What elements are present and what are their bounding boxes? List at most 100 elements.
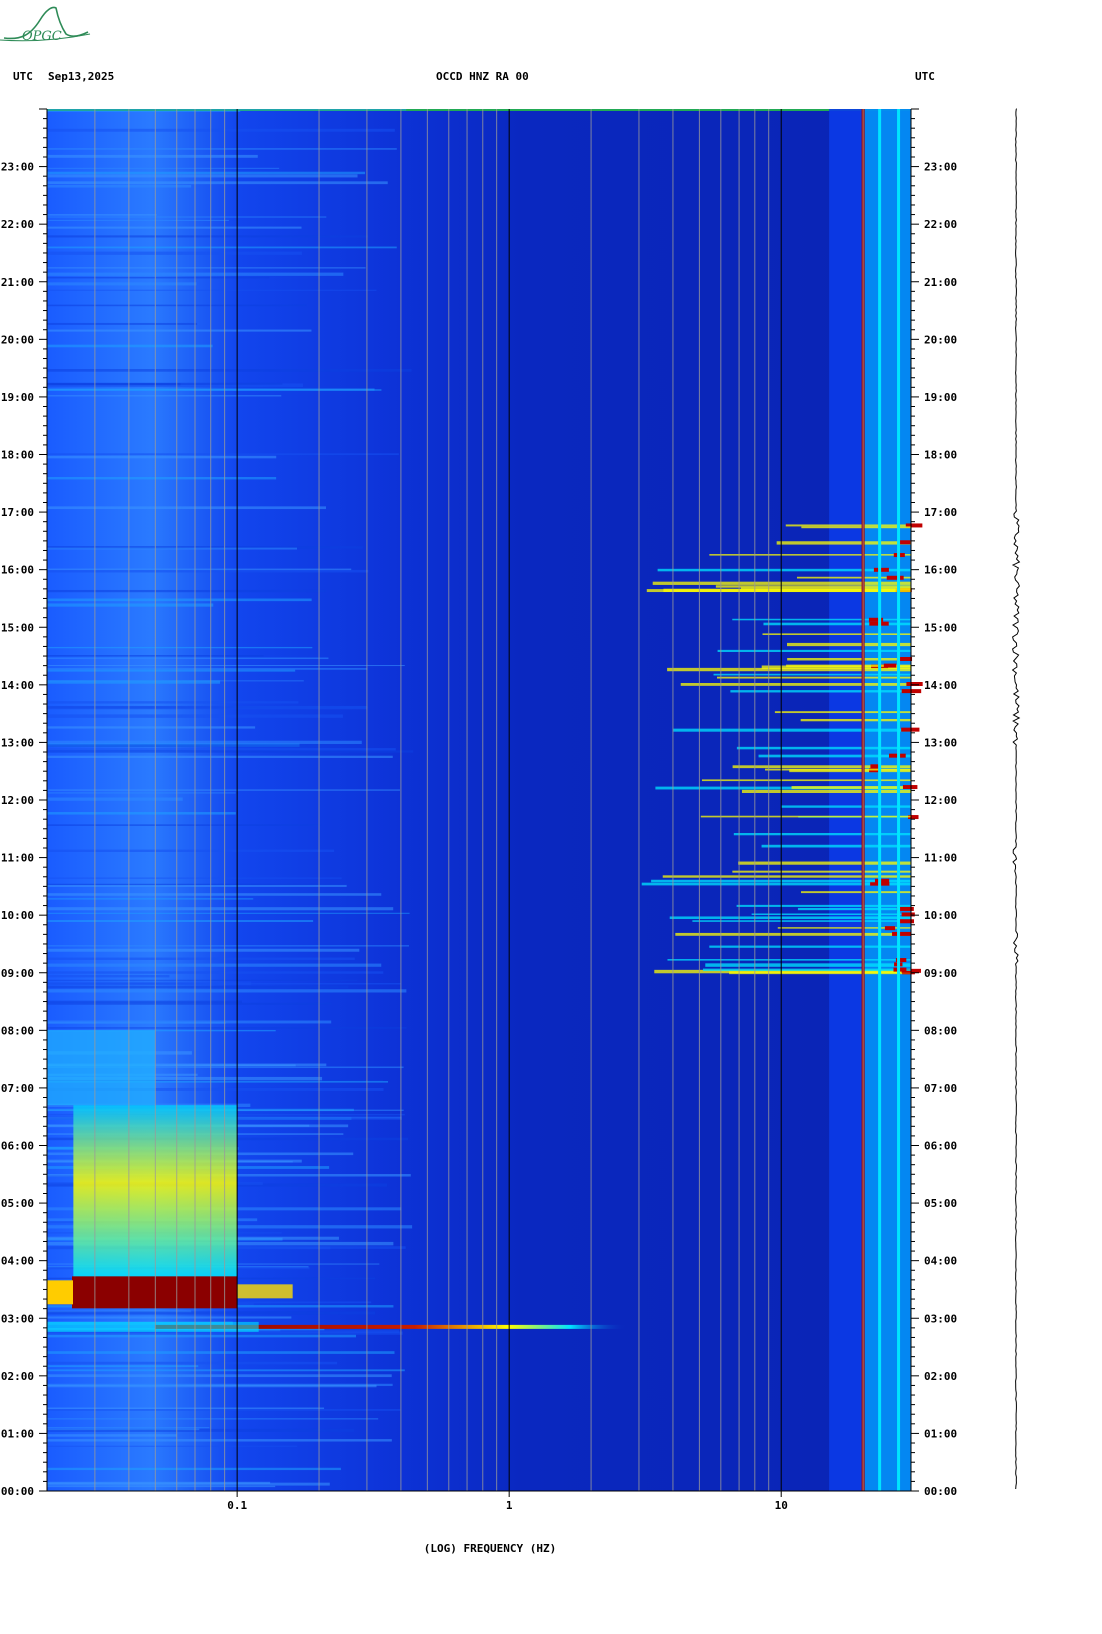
activity-streak [662, 875, 911, 878]
activity-streak [669, 916, 911, 919]
y-tick-label-left: 08:00 [1, 1024, 34, 1037]
event-peak-1 [72, 1276, 238, 1309]
texture-stripe [47, 267, 366, 269]
texture-stripe [47, 110, 241, 112]
texture-stripe [47, 1428, 355, 1432]
activity-streak [700, 815, 911, 818]
activity-streak [717, 649, 911, 652]
texture-stripe [47, 382, 283, 385]
texture-stripe [47, 329, 312, 332]
y-tick-label-left: 06:00 [1, 1140, 34, 1153]
activity-streak [675, 932, 911, 936]
persistent-line-2 [897, 109, 901, 1491]
activity-streak [716, 676, 911, 679]
activity-streak [652, 581, 911, 585]
y-tick-label-right: 09:00 [924, 967, 957, 980]
activity-streak [762, 633, 911, 636]
y-tick-label-right: 06:00 [924, 1140, 957, 1153]
texture-stripe [47, 1002, 332, 1005]
y-tick-label-left: 03:00 [1, 1312, 34, 1325]
activity-streak [761, 844, 911, 848]
persistent-line-1 [878, 109, 882, 1491]
texture-stripe [47, 453, 399, 456]
texture-stripe [47, 1361, 338, 1365]
y-tick-label-right: 20:00 [924, 333, 957, 346]
y-tick-label-left: 22:00 [1, 218, 34, 231]
y-tick-label-left: 04:00 [1, 1255, 34, 1268]
texture-stripe [47, 1076, 323, 1081]
header-date: Sep13,2025 [48, 70, 115, 83]
activity-streak [702, 968, 911, 971]
texture-stripe [47, 589, 327, 593]
texture-stripe [47, 1079, 383, 1082]
swell-band-upper [47, 1030, 156, 1106]
activity-hotspot [895, 958, 907, 963]
texture-stripe [47, 945, 409, 947]
texture-stripe [47, 1365, 199, 1368]
texture-stripe [47, 974, 170, 978]
plot-top-edge [47, 109, 911, 111]
activity-streak [733, 833, 911, 836]
activity-hotspot [896, 656, 913, 661]
y-tick-label-right: 21:00 [924, 276, 957, 289]
texture-stripe [47, 680, 221, 684]
activity-streak [738, 861, 911, 865]
texture-stripe [47, 235, 369, 238]
texture-stripe [47, 547, 298, 550]
y-tick-label-right: 18:00 [924, 449, 957, 462]
texture-stripe [47, 1481, 271, 1484]
activity-streak [673, 728, 911, 732]
texture-stripe [47, 1409, 401, 1411]
activity-streak [800, 891, 911, 894]
y-tick-label-right: 07:00 [924, 1082, 957, 1095]
y-tick-label-left: 23:00 [1, 161, 34, 174]
y-tick-label-right: 17:00 [924, 506, 957, 519]
texture-stripe [47, 957, 355, 960]
y-tick-label-left: 05:00 [1, 1197, 34, 1210]
texture-stripe [47, 657, 329, 660]
activity-hotspot [905, 523, 923, 528]
activity-streak [667, 959, 911, 961]
texture-stripe [47, 171, 366, 175]
y-tick-label-left: 20:00 [1, 333, 34, 346]
activity-streak [730, 690, 911, 693]
header-tz-left: UTC [13, 70, 33, 83]
event-arrival-0 [155, 1324, 627, 1329]
texture-stripe [47, 701, 299, 704]
texture-stripe [47, 1427, 210, 1429]
texture-stripe [47, 251, 302, 255]
texture-stripe [47, 181, 388, 185]
activity-streak [667, 667, 911, 672]
texture-stripe [47, 184, 192, 188]
texture-stripe [47, 726, 256, 729]
texture-stripe [47, 646, 313, 649]
activity-streak [764, 768, 911, 771]
texture-stripe [47, 109, 407, 111]
x-tick-label: 0.1 [227, 1499, 247, 1512]
y-tick-label-left: 07:00 [1, 1082, 34, 1095]
activity-hotspot [896, 906, 914, 911]
texture-stripe [47, 981, 252, 986]
y-tick-label-left: 19:00 [1, 391, 34, 404]
texture-stripe [47, 744, 322, 748]
activity-streak [709, 945, 911, 948]
activity-hotspot [873, 567, 889, 572]
activity-streak [657, 568, 911, 572]
texture-stripe [47, 792, 236, 794]
texture-stripe [47, 1000, 242, 1004]
texture-stripe [47, 1064, 296, 1067]
activity-streak [786, 664, 911, 667]
header-tz-right: UTC [915, 70, 935, 83]
activity-hotspot [884, 926, 896, 931]
activity-hotspot [868, 617, 884, 622]
x-axis-label: (LOG) FREQUENCY (HZ) [424, 1542, 556, 1555]
texture-stripe [47, 885, 347, 887]
texture-stripe [47, 849, 335, 852]
texture-stripe [47, 1384, 377, 1388]
texture-stripe [47, 219, 229, 221]
activity-streak [732, 870, 911, 873]
texture-stripe [47, 1066, 404, 1069]
texture-stripe [47, 226, 302, 229]
texture-stripe [47, 369, 412, 372]
activity-streak [663, 588, 911, 592]
